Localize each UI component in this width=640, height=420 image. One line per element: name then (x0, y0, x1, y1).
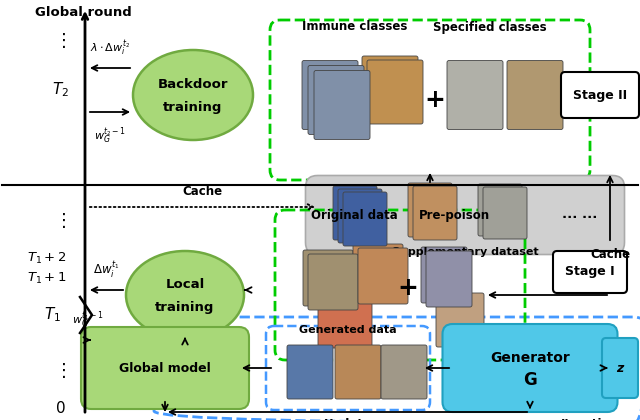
FancyBboxPatch shape (426, 251, 472, 307)
Text: Cache: Cache (590, 248, 630, 261)
FancyBboxPatch shape (507, 60, 563, 129)
FancyBboxPatch shape (602, 338, 638, 398)
FancyBboxPatch shape (413, 186, 457, 240)
FancyBboxPatch shape (333, 186, 377, 240)
Text: $0$: $0$ (54, 400, 65, 416)
Text: +: + (424, 88, 445, 112)
Text: Update: Update (324, 418, 372, 420)
Text: z: z (616, 362, 623, 375)
Text: $w_G^{t_1-1}$: $w_G^{t_1-1}$ (72, 310, 104, 330)
Text: Stage I: Stage I (565, 265, 615, 278)
FancyBboxPatch shape (381, 345, 427, 399)
Text: Generator: Generator (490, 351, 570, 365)
Text: Loss: Loss (150, 418, 180, 420)
Text: +: + (397, 276, 419, 300)
FancyBboxPatch shape (358, 248, 408, 304)
FancyBboxPatch shape (302, 60, 358, 129)
Ellipse shape (133, 50, 253, 140)
Text: $\vdots$: $\vdots$ (54, 360, 66, 380)
FancyBboxPatch shape (308, 254, 358, 310)
FancyBboxPatch shape (447, 60, 503, 129)
Text: Iteration: Iteration (561, 418, 619, 420)
FancyBboxPatch shape (367, 60, 423, 124)
Text: $\vdots$: $\vdots$ (54, 31, 66, 50)
Text: Global round: Global round (35, 6, 131, 19)
Text: ... ...: ... ... (563, 208, 598, 221)
FancyBboxPatch shape (308, 66, 364, 134)
FancyBboxPatch shape (442, 324, 618, 412)
Text: Global model: Global model (119, 362, 211, 375)
Text: G: G (523, 371, 537, 389)
Text: Stage II: Stage II (573, 89, 627, 102)
Text: Immune classes: Immune classes (302, 21, 408, 34)
Text: training: training (156, 300, 214, 313)
FancyBboxPatch shape (287, 345, 333, 399)
FancyBboxPatch shape (421, 247, 467, 303)
Text: Supplementary dataset: Supplementary dataset (392, 247, 538, 257)
FancyBboxPatch shape (305, 176, 625, 255)
Text: $T_1$: $T_1$ (45, 306, 61, 324)
Text: $\vdots$: $\vdots$ (54, 210, 66, 229)
Text: $\lambda \cdot \Delta w_i^{t_2}$: $\lambda \cdot \Delta w_i^{t_2}$ (90, 38, 130, 58)
FancyBboxPatch shape (478, 184, 522, 236)
FancyBboxPatch shape (303, 250, 353, 306)
Text: $T_1+1$: $T_1+1$ (27, 270, 67, 286)
Text: training: training (163, 100, 223, 113)
Text: $w_G^{t_2-1}$: $w_G^{t_2-1}$ (94, 125, 126, 146)
FancyBboxPatch shape (408, 183, 452, 237)
FancyBboxPatch shape (81, 327, 249, 409)
FancyBboxPatch shape (553, 251, 627, 293)
Text: $T_1+2$: $T_1+2$ (27, 250, 67, 265)
FancyBboxPatch shape (561, 72, 639, 118)
Text: Specified classes: Specified classes (433, 21, 547, 34)
FancyBboxPatch shape (362, 56, 418, 120)
FancyBboxPatch shape (318, 296, 372, 348)
Text: Cache: Cache (182, 185, 222, 198)
FancyBboxPatch shape (343, 192, 387, 246)
FancyBboxPatch shape (483, 187, 527, 239)
FancyBboxPatch shape (436, 293, 484, 347)
Text: Generated data: Generated data (299, 325, 397, 335)
Text: Backdoor: Backdoor (157, 79, 228, 92)
Text: Original data: Original data (310, 208, 397, 221)
FancyBboxPatch shape (335, 345, 381, 399)
Text: Local: Local (165, 278, 205, 291)
FancyBboxPatch shape (338, 189, 382, 243)
Text: $T_2$: $T_2$ (51, 81, 68, 100)
Text: $\Delta w_i^{t_1}$: $\Delta w_i^{t_1}$ (93, 260, 119, 280)
FancyBboxPatch shape (314, 71, 370, 139)
Ellipse shape (126, 251, 244, 339)
Text: Pre-poison: Pre-poison (419, 208, 490, 221)
FancyBboxPatch shape (353, 244, 403, 300)
